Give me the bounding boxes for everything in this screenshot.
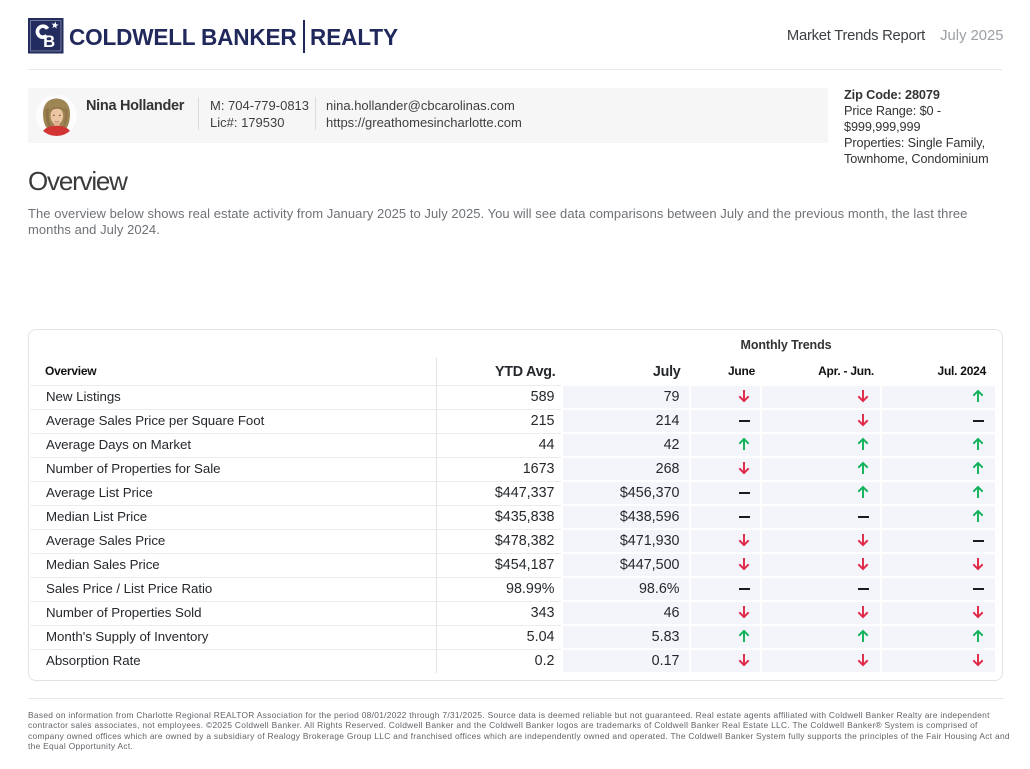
svg-text:B: B (43, 32, 55, 51)
